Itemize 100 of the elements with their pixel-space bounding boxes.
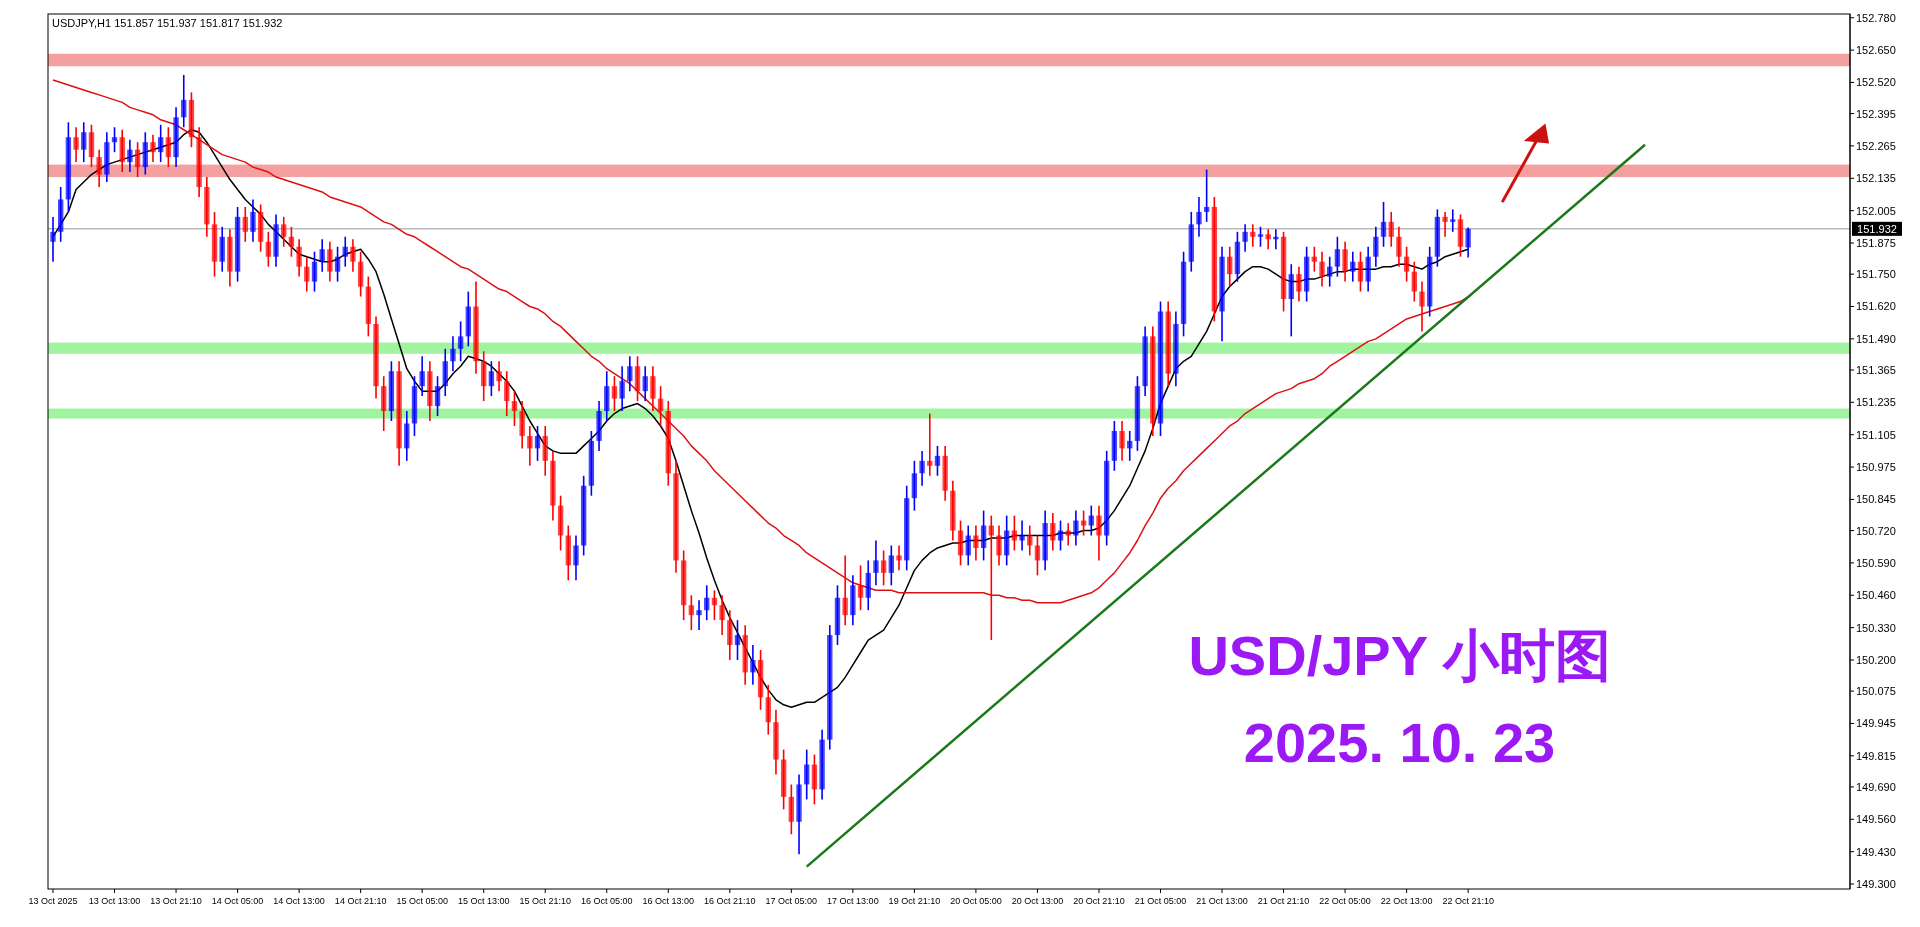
candlestick [319,238,325,273]
y-tick-label: 151.875 [1856,237,1896,250]
x-tick-label: 14 Oct 21:10 [334,896,387,906]
candlestick [1442,211,1448,238]
candlestick [242,206,248,243]
candlestick [627,355,633,392]
candlestick [342,236,348,268]
candlestick [1357,250,1364,293]
candlestick [1334,236,1341,278]
candlestick [1119,420,1125,462]
y-tick-label: 150.975 [1856,461,1896,474]
y-tick-label: 150.075 [1856,685,1896,698]
y-tick-label: 149.300 [1856,878,1896,891]
x-tick-label: 20 Oct 13:00 [1011,896,1064,906]
candlestick [96,148,102,188]
candlestick [304,255,310,293]
candlestick [657,385,664,427]
candlestick [534,425,541,462]
x-tick-label: 15 Oct 13:00 [457,896,510,906]
candlestick [1257,226,1264,248]
x-tick-label: 16 Oct 21:10 [704,896,756,906]
x-tick-label: 17 Oct 13:00 [827,896,879,906]
candlestick [719,594,725,636]
y-tick-label: 152.005 [1856,204,1896,217]
candlestick [934,445,941,477]
candlestick [688,594,695,631]
candlestick [111,126,118,153]
candlestick [1342,240,1348,283]
candlestick [281,216,287,248]
y-tick-label: 152.650 [1856,44,1896,57]
x-tick-label: 19 Oct 21:10 [888,896,941,906]
candlestick [1203,168,1210,223]
candlestick [1403,245,1410,283]
x-tick-label: 21 Oct 21:10 [1257,896,1310,906]
y-tick-label: 149.945 [1856,717,1896,730]
candlestick [496,360,502,392]
annotation: USD/JPY 小时图 [1188,623,1611,687]
x-tick-label: 16 Oct 05:00 [580,896,633,906]
x-tick-label: 20 Oct 21:10 [1073,896,1125,906]
candlestick [1265,228,1271,251]
candlestick [1396,226,1402,268]
candlestick [1088,504,1094,537]
candlestick [450,335,456,373]
x-tick-label: 20 Oct 05:00 [950,896,1002,906]
candlestick [1080,509,1087,537]
ref-line-label: 151.932 [1857,222,1897,235]
candlestick [1096,504,1102,562]
x-tick-label: 17 Oct 05:00 [765,896,818,906]
candlestick [1380,201,1387,248]
x-tick-label: 15 Oct 21:10 [519,896,571,906]
y-tick-label: 151.105 [1856,428,1896,441]
x-tick-label: 14 Oct 05:00 [211,896,264,906]
candlestick [327,240,333,283]
candlestick [988,514,994,641]
y-tick-label: 151.365 [1856,363,1896,376]
candlestick [1227,245,1233,288]
candlestick [488,360,495,397]
x-tick-label: 21 Oct 05:00 [1134,896,1187,906]
y-tick-label: 150.330 [1856,621,1896,634]
x-tick-label: 16 Oct 13:00 [642,896,695,906]
y-tick-label: 152.395 [1856,107,1896,120]
candlestick [250,198,256,243]
y-tick-label: 150.845 [1856,493,1896,506]
candlestick [419,355,425,397]
candlestick [181,74,187,129]
y-tick-label: 151.490 [1856,332,1896,345]
candlestick [134,141,141,178]
candlestick [1450,208,1456,233]
y-tick-label: 149.560 [1856,813,1896,826]
candlestick [1419,280,1425,333]
candlestick [1296,265,1302,303]
candlestick [350,238,356,273]
y-tick-label: 150.200 [1856,653,1896,666]
candlestick [265,231,272,268]
candlestick [1311,245,1318,273]
candlestick [150,133,156,163]
candlestick [650,365,656,412]
candlestick [842,554,848,626]
candlestick [704,584,710,621]
candlestick [1465,226,1471,259]
candlestick [527,425,533,467]
candlestick [1065,522,1071,547]
candlestick [165,126,172,168]
x-tick-label: 21 Oct 13:00 [1196,896,1248,906]
line-series [52,79,1469,604]
candlestick [1373,226,1379,268]
candlestick [504,370,510,417]
candlestick [1388,211,1394,248]
candlestick [734,619,741,661]
x-tick-label: 22 Oct 05:00 [1319,896,1371,906]
candlestick [81,121,87,163]
candlestick [880,549,887,587]
candlestick [1050,512,1056,552]
candlestick [50,216,56,263]
candlestick [334,245,341,283]
candlestick [311,250,318,293]
x-tick-label: 13 Oct 21:10 [150,896,202,906]
y-tick-label: 152.780 [1856,11,1896,24]
y-tick-label: 150.590 [1856,556,1896,569]
y-tick-label: 149.430 [1856,845,1896,858]
